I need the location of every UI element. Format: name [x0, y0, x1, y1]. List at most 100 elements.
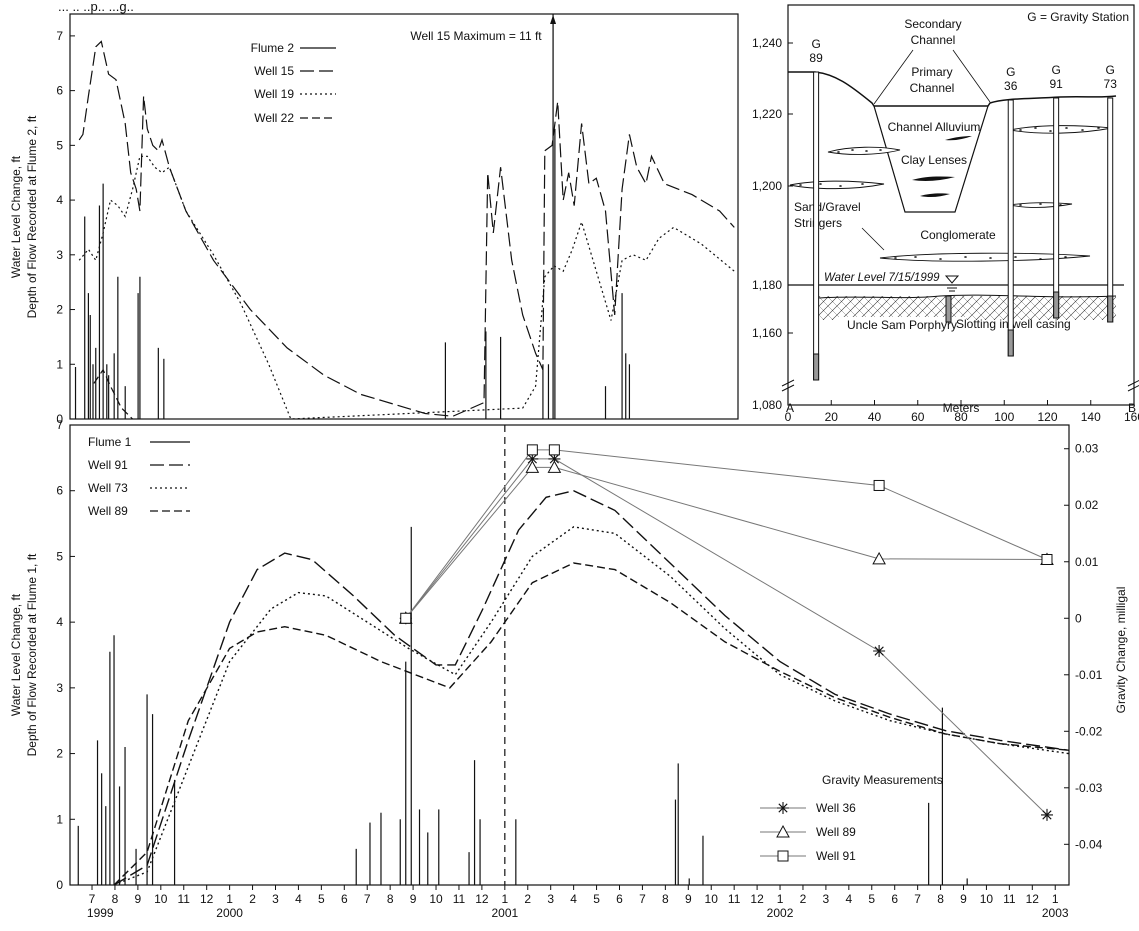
panel2-xtick-label: 11	[178, 892, 191, 906]
panel2-ytick-label: 0	[56, 878, 63, 892]
porphyry-bedrock	[818, 296, 1116, 320]
gravity-legend-items	[760, 802, 806, 862]
panel2-year-label: 1999	[87, 906, 114, 920]
panel2-xtick-label: 5	[868, 892, 875, 906]
gravity-station-legend: G = Gravity Station	[1027, 10, 1129, 24]
legend-gravity-well-89-label: Well 89	[816, 825, 856, 839]
panel2-xtick-label: 11	[453, 892, 466, 906]
panel1-ylabel-2: Depth of Flow Recorded at Flume 2, ft	[25, 115, 39, 318]
gravity-station-label: G	[1106, 63, 1115, 77]
cross-section-xtick-label: 120	[1037, 410, 1057, 424]
panel1-ytick-label: 3	[56, 248, 63, 262]
panel2-xtick-label: 4	[845, 892, 852, 906]
cross-section-end-label-b: B	[1128, 401, 1136, 415]
panel2-xtick-label: 2	[249, 892, 256, 906]
well-casing	[1107, 97, 1114, 323]
panel2-y2tick-label: -0.02	[1075, 724, 1103, 738]
cross-section-xtick-label: 40	[868, 410, 882, 424]
sand-gravel-leader	[861, 227, 885, 251]
gravity-well-91-line	[405, 449, 1048, 619]
gravity-well-89-marker	[872, 551, 886, 565]
cross-section-ytick-label: 1,200	[752, 179, 782, 193]
panel2-legend: Flume 1 Well 91 Well 73 Well 89	[88, 435, 190, 518]
gravity-well-89-marker	[547, 460, 562, 473]
panel2-ylabel-1: Water Level Change, ft	[9, 593, 23, 716]
panel1-flume-2-bars	[74, 14, 631, 419]
well-91-line	[113, 489, 1070, 886]
well-slotting	[813, 353, 820, 381]
cross-section-ytick-label: 1,240	[752, 36, 782, 50]
gravity-well-36-marker	[1041, 808, 1053, 821]
panel2-x-axis: 7 8 9 10 11 12 1 2 3 4 5 6 7 8 9 10 11 12 1 2 3 4 5 6 7 8 9 10 11 12 1…	[87, 885, 1069, 920]
cross-section-xtick-label: 160	[1124, 410, 1139, 424]
ground-surface	[788, 71, 1117, 107]
well-slotting	[1053, 291, 1060, 319]
gravity-well-36-marker	[873, 645, 886, 657]
cross-section-end-label-a: A	[786, 401, 794, 415]
cross-section-ytick-label: 1,220	[752, 107, 782, 121]
panel2-year-label: 2002	[767, 906, 794, 920]
clay-lens-2	[912, 176, 955, 181]
panel2-xtick-label: 9	[960, 892, 967, 906]
water-level-label: Water Level 7/15/1999	[824, 272, 940, 284]
panel1-ytick-label: 2	[56, 303, 63, 317]
panel2-xtick-label: 4	[295, 892, 302, 906]
legend-well-73-label: Well 73	[88, 481, 128, 495]
panel2-year-label: 2000	[216, 906, 243, 920]
panel2-xtick-label: 3	[823, 892, 830, 906]
porphyry-top-boundary	[817, 294, 1117, 299]
stringer-3	[1009, 125, 1113, 134]
legend-well-15-label: Well 15	[254, 64, 294, 78]
panel2-year-label: 2003	[1042, 906, 1069, 920]
conglomerate-label: Conglomerate	[920, 228, 996, 242]
panel1-well-lines	[78, 40, 735, 420]
panel1-legend: Flume 2 Well 15 Well 19 Well 22	[251, 41, 336, 125]
stringer-dots	[799, 127, 1100, 260]
primary-channel-label-2: Channel	[910, 81, 955, 95]
panel2-xtick-label: 12	[475, 892, 489, 906]
panel2-y2label: Gravity Change, milligal	[1114, 587, 1128, 714]
panel2-y2tick-label: 0.01	[1075, 555, 1099, 569]
panel2-xtick-label: 3	[547, 892, 554, 906]
panel1-frame	[69, 13, 739, 420]
cross-section-ytick-label: 1,180	[752, 278, 782, 292]
panel2-xtick-label: 1	[777, 892, 784, 906]
panel2-xtick-label: 8	[387, 892, 394, 906]
water-level-triangle-icon	[944, 275, 960, 284]
gravity-station-label: G	[1051, 63, 1060, 77]
panel2-y2tick-label: 0.02	[1075, 498, 1099, 512]
gravity-station-number: 91	[1049, 77, 1063, 91]
panel2-y2tick-label: 0	[1075, 611, 1082, 625]
panel2-ytick-label: 4	[56, 615, 63, 629]
gravity-well-36-line	[405, 458, 1048, 816]
well-73-line	[113, 526, 1070, 886]
secondary-channel-label-2: Channel	[911, 33, 956, 47]
panel2-xtick-label: 5	[593, 892, 600, 906]
legend-well-22-label: Well 22	[254, 111, 294, 125]
well-casing	[1007, 99, 1014, 357]
well-89-line	[113, 562, 1070, 886]
panel1-ytick-label: 7	[56, 29, 63, 43]
cross-section-xlabel: Meters	[943, 401, 980, 415]
well-slotting	[1007, 329, 1014, 357]
gravity-legend-marker	[776, 824, 790, 838]
clay-lens-3	[920, 193, 950, 198]
porphyry-label-background	[838, 317, 966, 332]
panel2-xtick-label: 2	[524, 892, 531, 906]
gravity-legend: Gravity Measurements Well 36 Well 89 Wel…	[760, 773, 943, 863]
cross-section-ytick-label: 1,080	[752, 398, 782, 412]
cross-section-xtick-label: 60	[911, 410, 925, 424]
stringer-5	[879, 252, 1091, 262]
gravity-well-36-marker	[526, 452, 539, 465]
gravity-well-91-marker	[1041, 553, 1053, 565]
gravity-well-91-marker	[400, 612, 412, 624]
panel2-xtick-label: 10	[980, 892, 994, 906]
stringer-2	[789, 180, 885, 190]
gravity-well-89-marker	[525, 460, 540, 473]
panel2-ytick-label: 6	[56, 484, 63, 498]
panel2-xtick-label: 1	[1052, 892, 1059, 906]
panel1-ytick-label: 5	[56, 138, 63, 152]
cross-section-ytick-label: 1,160	[752, 326, 782, 340]
panel2-ylabel-2: Depth of Flow Recorded at Flume 1, ft	[25, 553, 39, 756]
